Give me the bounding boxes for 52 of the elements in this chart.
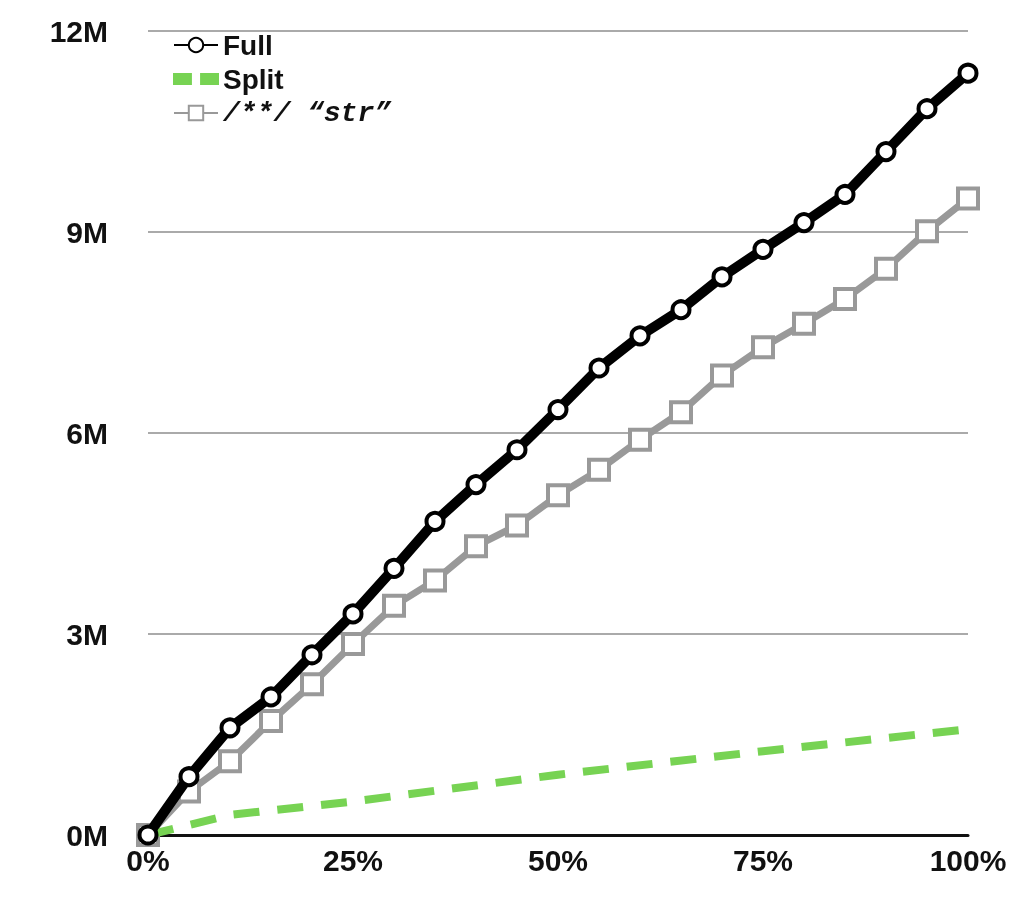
point <box>711 266 733 288</box>
point <box>710 363 734 388</box>
x-tick-label: 75% <box>732 843 794 877</box>
point <box>916 98 938 120</box>
point <box>300 672 324 697</box>
x-tick-label: 25% <box>322 843 384 877</box>
legend-label: Split <box>223 63 284 95</box>
point <box>629 325 651 347</box>
point <box>669 400 693 425</box>
point <box>588 357 610 379</box>
y-tick-label: 0M <box>66 818 108 852</box>
point <box>834 183 856 205</box>
point <box>956 186 980 211</box>
point <box>382 593 406 618</box>
point <box>875 141 897 163</box>
point <box>751 335 775 360</box>
point <box>874 256 898 281</box>
y-tick-label: 6M <box>66 416 108 450</box>
point <box>301 644 323 666</box>
point <box>464 534 488 559</box>
point <box>218 749 242 774</box>
legend-label: /**/ “str” <box>222 97 393 129</box>
point <box>341 632 365 657</box>
point <box>587 457 611 482</box>
point <box>424 510 446 532</box>
x-tick-label: 0% <box>126 843 170 877</box>
point <box>383 557 405 579</box>
point <box>505 513 529 538</box>
x-tick-label: 50% <box>527 843 589 877</box>
point <box>259 709 283 734</box>
point <box>915 219 939 244</box>
point <box>752 238 774 260</box>
y-tick-label: 12M <box>49 14 108 48</box>
x-tick-label: 100% <box>929 843 1007 877</box>
point <box>670 299 692 321</box>
point <box>833 287 857 311</box>
point <box>628 427 652 452</box>
point <box>957 62 979 84</box>
point <box>792 311 816 336</box>
point <box>423 568 447 593</box>
point <box>219 717 241 739</box>
point <box>342 603 364 625</box>
y-tick-label: 9M <box>66 215 108 249</box>
y-tick-label: 3M <box>66 617 108 651</box>
point <box>547 399 569 421</box>
point <box>465 474 487 496</box>
legend-label: Full <box>223 29 273 61</box>
point <box>546 483 570 508</box>
point <box>793 212 815 234</box>
point <box>260 686 282 708</box>
point <box>506 439 528 461</box>
point <box>178 766 200 788</box>
